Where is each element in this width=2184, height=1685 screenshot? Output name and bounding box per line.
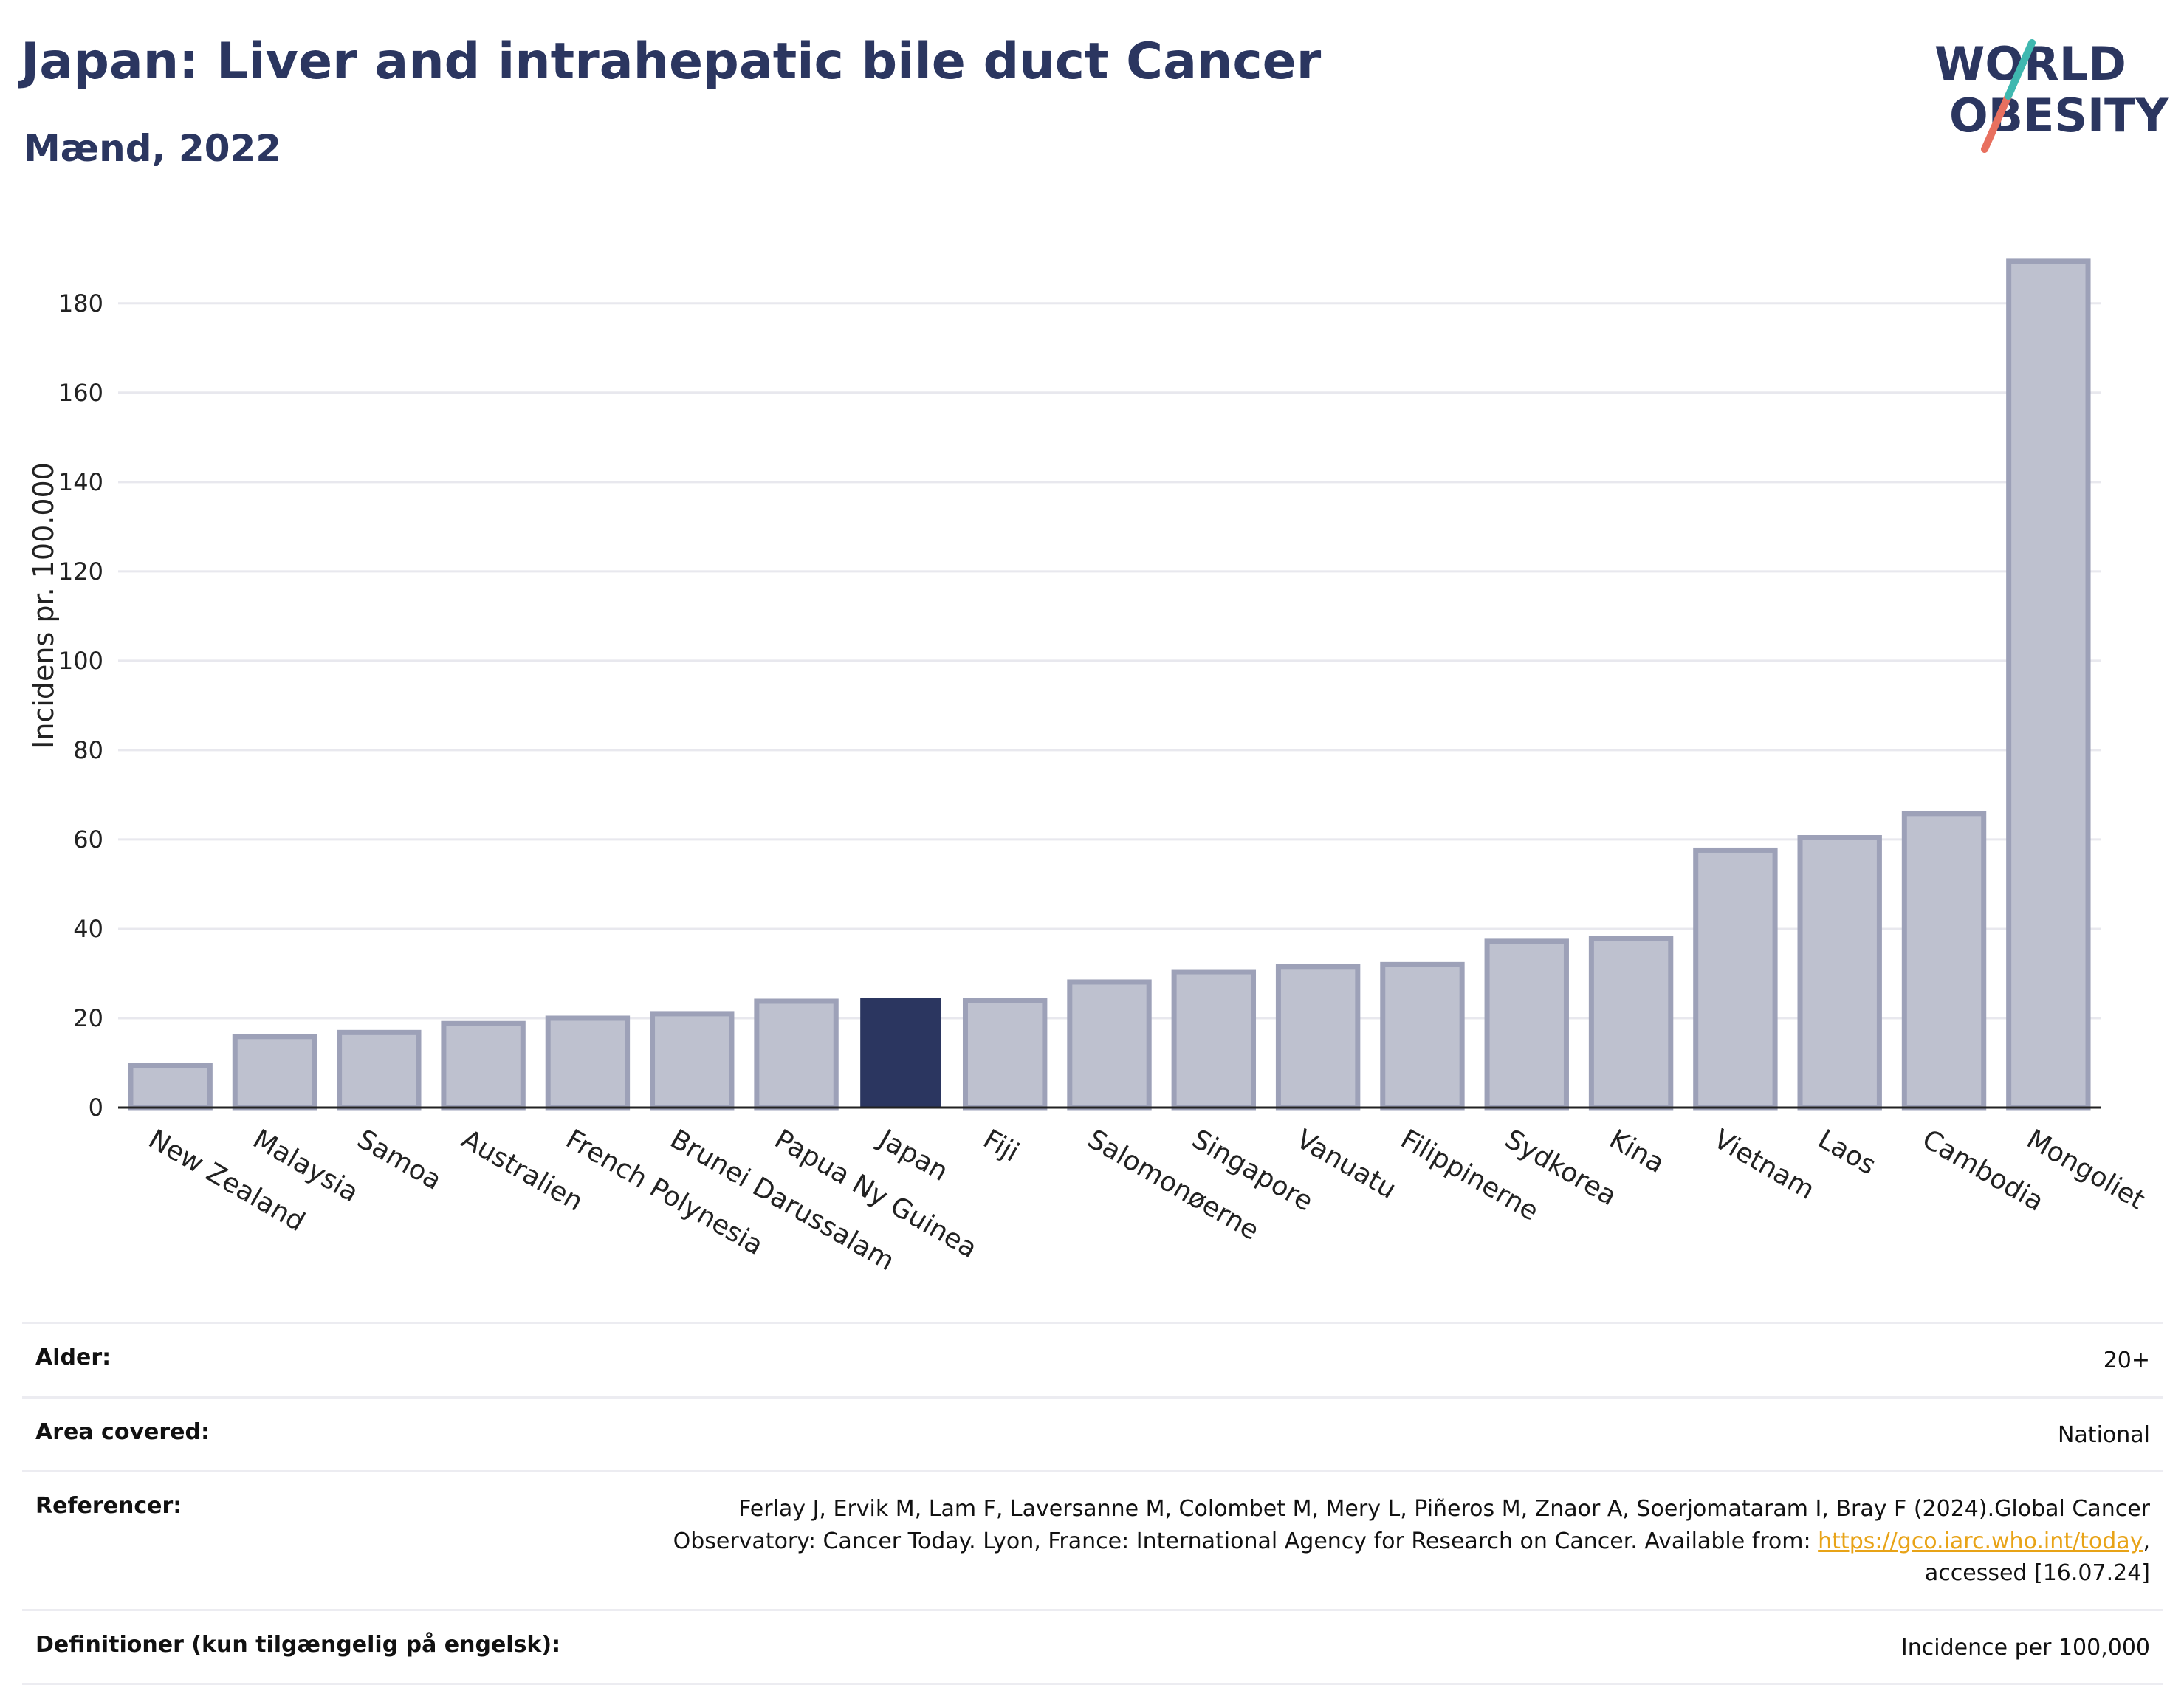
y-tick-label: 120 <box>58 557 103 586</box>
bar <box>1904 814 1983 1108</box>
info-row-references: Referencer: Ferlay J, Ervik M, Lam F, La… <box>22 1470 2163 1609</box>
bar <box>653 1014 732 1108</box>
bar <box>131 1065 210 1108</box>
bar <box>235 1037 314 1108</box>
y-tick-label: 60 <box>73 826 103 854</box>
bar <box>861 998 940 1108</box>
bar <box>1278 967 1357 1108</box>
bar <box>444 1023 523 1108</box>
y-tick-label: 160 <box>58 379 103 407</box>
info-table: Alder: 20+ Area covered: National Refere… <box>22 1322 2163 1685</box>
x-tick-label: Samoa <box>352 1124 447 1196</box>
y-tick-label: 100 <box>58 647 103 675</box>
references-value: Ferlay J, Ervik M, Lam F, Laversanne M, … <box>673 1493 2150 1590</box>
references-label: Referencer: <box>35 1493 182 1590</box>
bar <box>757 1001 836 1108</box>
bar <box>1070 982 1149 1108</box>
references-link[interactable]: https://gco.iarc.who.int/today <box>1818 1528 2143 1554</box>
area-value: National <box>2058 1419 2150 1452</box>
bar <box>1487 941 1566 1108</box>
x-tick-label: Laos <box>1813 1124 1881 1181</box>
y-tick-label: 80 <box>73 736 103 764</box>
bar <box>340 1032 419 1108</box>
references-line2: Observatory: Cancer Today. Lyon, France:… <box>673 1528 1819 1554</box>
x-tick-label: Kina <box>1604 1124 1669 1179</box>
references-line2-end: , <box>2143 1528 2150 1554</box>
bar <box>1591 938 1670 1108</box>
bar <box>1696 850 1775 1108</box>
bar <box>965 1001 1044 1108</box>
area-label: Area covered: <box>35 1419 210 1452</box>
bar <box>2009 261 2088 1108</box>
info-row-definitions: Definitioner (kun tilgængelig på engelsk… <box>22 1609 2163 1685</box>
y-tick-label: 20 <box>73 1004 103 1032</box>
definitions-value: Incidence per 100,000 <box>1901 1632 2150 1664</box>
x-tick-label: Salomonøerne <box>1082 1124 1264 1246</box>
references-line3: accessed [16.07.24] <box>1925 1560 2150 1586</box>
y-tick-label: 140 <box>58 468 103 496</box>
y-tick-label: 0 <box>89 1094 103 1122</box>
x-tick-label: Japan <box>873 1123 953 1187</box>
x-tick-label: Fiji <box>978 1124 1024 1168</box>
definitions-label: Definitioner (kun tilgængelig på engelsk… <box>35 1632 560 1664</box>
age-value: 20+ <box>2104 1345 2150 1377</box>
y-tick-label: 40 <box>73 915 103 943</box>
x-tick-label: Vietnam <box>1709 1124 1819 1206</box>
bar <box>548 1018 627 1108</box>
bar <box>1800 838 1879 1108</box>
references-line1: Ferlay J, Ervik M, Lam F, Laversanne M, … <box>738 1496 2150 1522</box>
y-tick-label: 180 <box>58 289 103 318</box>
info-row-area: Area covered: National <box>22 1396 2163 1471</box>
x-tick-label: French Polynesia <box>560 1124 768 1261</box>
info-row-age: Alder: 20+ <box>22 1322 2163 1396</box>
age-label: Alder: <box>35 1345 111 1377</box>
bar <box>1383 964 1462 1108</box>
bar <box>1174 972 1253 1108</box>
y-axis-title: Incidens pr. 100.000 <box>27 462 60 749</box>
